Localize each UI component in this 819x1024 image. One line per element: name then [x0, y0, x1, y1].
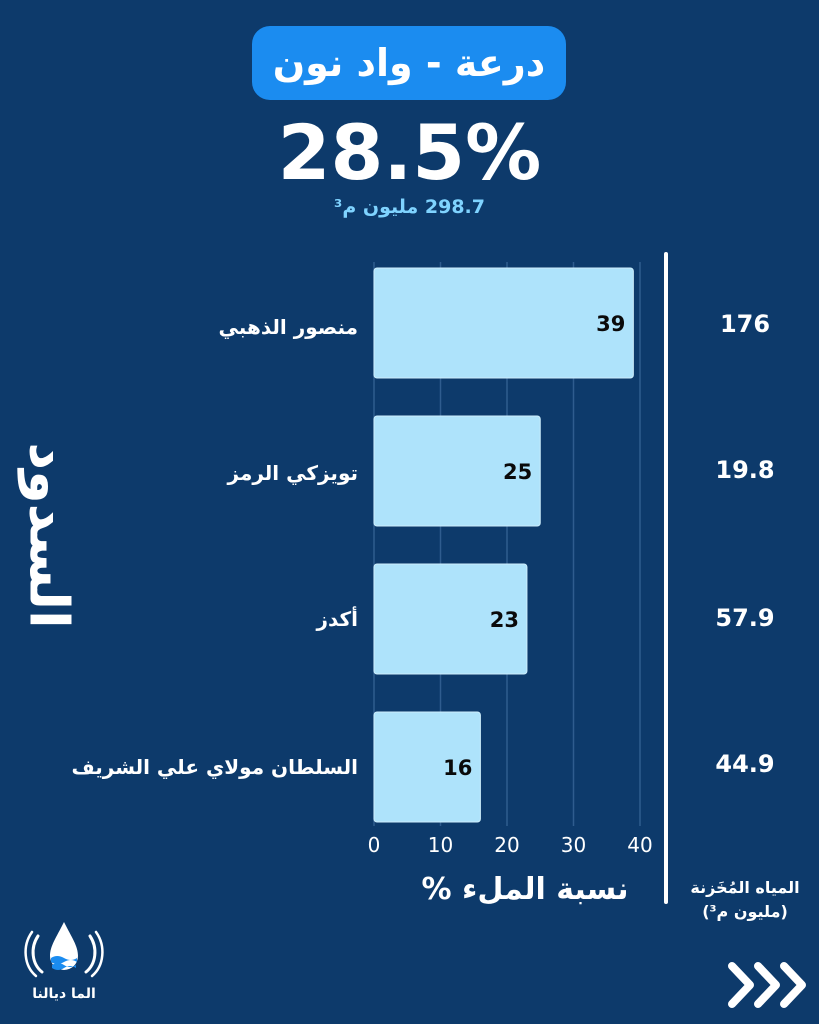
bar — [373, 711, 481, 823]
x-tick-label: 30 — [561, 833, 586, 857]
bar-value-label: 16 — [443, 756, 472, 780]
brand-logo: الما ديالنا — [20, 916, 108, 1012]
stored-volume-agdz: 57.9 — [715, 604, 775, 632]
x-tick-label: 0 — [368, 833, 381, 857]
bar-value-label: 25 — [503, 460, 532, 484]
dam-label-agdz: أكدز — [316, 607, 358, 631]
x-tick-label: 20 — [494, 833, 519, 857]
next-arrows-icon[interactable] — [726, 958, 808, 1012]
water-drop-icon — [24, 922, 104, 978]
bar — [373, 415, 541, 527]
region-title: درعة - واد نون — [252, 26, 566, 100]
dam-label-touizgui: تويزكي الرمز — [227, 461, 358, 485]
total-volume: 298.7 مليون م³ — [334, 196, 485, 218]
x-axis-title: نسبة الملء % — [421, 872, 629, 907]
bar-value-label: 39 — [596, 312, 625, 336]
stored-water-title: المياه المُخَزنة (مليون م³) — [680, 876, 810, 924]
bar — [373, 563, 528, 675]
x-tick-label: 40 — [627, 833, 652, 857]
stored-water-label: المياه المُخَزنة — [690, 878, 800, 897]
stored-water-unit: (مليون م³) — [702, 902, 788, 921]
column-divider — [664, 252, 668, 904]
stored-volume-touizgui: 19.8 — [715, 456, 775, 484]
dam-label-sultan: السلطان مولاي علي الشريف — [71, 755, 358, 779]
dam-label-mansour: منصور الذهبي — [218, 315, 358, 339]
stored-volume-mansour: 176 — [719, 310, 771, 338]
bar-value-label: 23 — [490, 608, 519, 632]
stored-volume-sultan: 44.9 — [715, 750, 775, 778]
bar — [373, 267, 634, 379]
x-tick-label: 10 — [428, 833, 453, 857]
fill-percentage: 28.5% — [277, 108, 542, 197]
logo-text: الما ديالنا — [32, 986, 96, 1002]
